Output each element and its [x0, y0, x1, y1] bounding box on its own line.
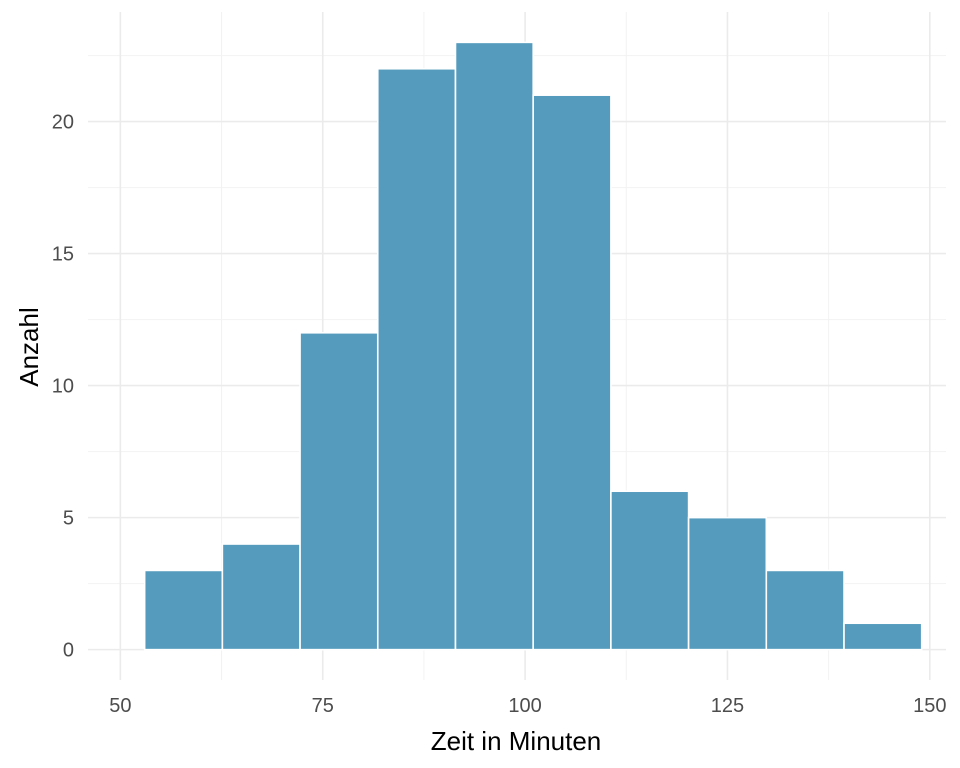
x-axis-title: Zeit in Minuten [431, 726, 602, 756]
histogram-bar [376, 67, 457, 651]
y-axis-tick-labels: 0 5 10 15 20 [52, 112, 74, 662]
histogram-bar [221, 543, 301, 651]
y-tick-label: 20 [52, 112, 74, 134]
x-tick-label: 100 [508, 695, 541, 717]
histogram-bar [843, 622, 923, 651]
histogram-bar [687, 516, 768, 651]
histogram-bar [143, 569, 224, 651]
x-tick-label: 50 [109, 695, 131, 717]
y-tick-label: 5 [63, 508, 74, 530]
x-axis-tick-labels: 50 75 100 125 150 [109, 695, 946, 717]
y-axis-title: Anzahl [14, 307, 44, 387]
histogram-bar [532, 94, 612, 651]
y-tick-label: 15 [52, 244, 74, 266]
y-tick-label: 0 [63, 640, 74, 662]
histogram-bar [299, 331, 379, 651]
histogram-bar [765, 569, 845, 651]
histogram-bar [454, 41, 534, 651]
histogram-bar [610, 490, 690, 651]
x-tick-label: 150 [913, 695, 946, 717]
x-tick-label: 125 [711, 695, 744, 717]
histogram-bars [143, 41, 923, 651]
x-tick-label: 75 [312, 695, 334, 717]
y-tick-label: 10 [52, 376, 74, 398]
